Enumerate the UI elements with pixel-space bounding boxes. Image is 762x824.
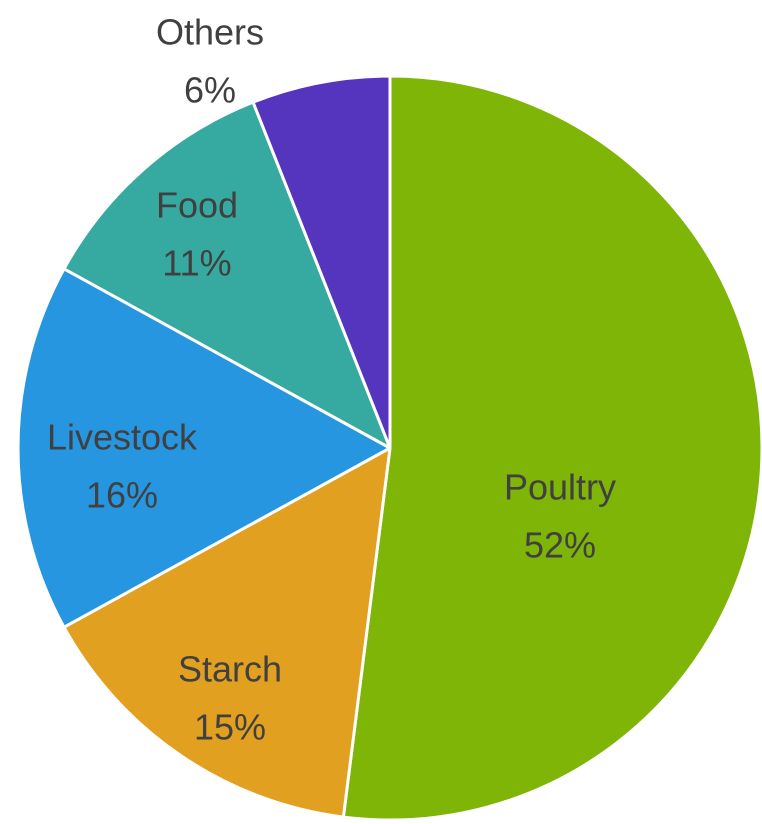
slice-label: Livestock xyxy=(47,417,198,458)
slice-value-label: 6% xyxy=(184,70,236,111)
pie-slice xyxy=(62,100,392,450)
pie-slice xyxy=(251,74,392,450)
slice-label: Starch xyxy=(178,649,282,690)
slice-value-label: 52% xyxy=(524,525,596,566)
slice-value-label: 15% xyxy=(194,707,266,748)
slice-label: Others xyxy=(156,12,264,53)
pie-slice xyxy=(16,267,392,629)
pie-slice xyxy=(62,446,392,819)
slice-label: Poultry xyxy=(504,467,616,508)
slice-label: Food xyxy=(156,185,238,226)
slice-value-label: 16% xyxy=(86,475,158,516)
slice-value-label: 11% xyxy=(162,243,231,284)
pie-slice xyxy=(341,74,762,822)
